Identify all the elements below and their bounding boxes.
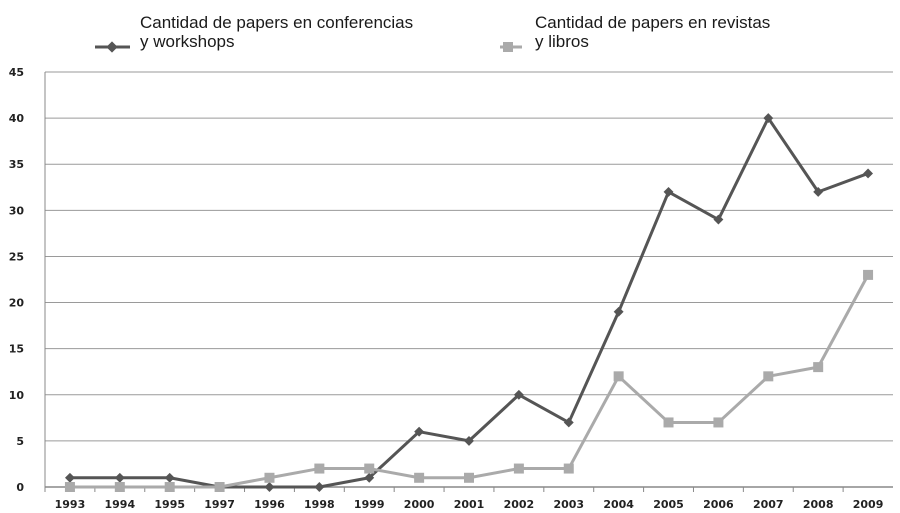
- data-point-series-1: [513, 463, 524, 474]
- data-point-series-1: [813, 362, 824, 373]
- data-point-series-0: [763, 113, 774, 124]
- x-tick-label: 2003: [553, 498, 584, 511]
- y-tick-label: 5: [16, 435, 24, 448]
- y-tick-label: 40: [9, 112, 25, 125]
- x-tick-label: 2002: [504, 498, 535, 511]
- y-tick-label: 25: [9, 250, 24, 263]
- data-point-series-0: [513, 389, 524, 400]
- data-point-series-1: [763, 371, 774, 382]
- x-tick-label: 2005: [653, 498, 684, 511]
- x-axis-tick-labels: 1993 1994 1995 1997 1996 1998 1999 2000 2001 2002…: [55, 498, 884, 511]
- data-point-series-0: [264, 482, 275, 492]
- x-tick-label: 2006: [703, 498, 734, 511]
- series-markers: [64, 113, 874, 492]
- x-tick-label: 1996: [254, 498, 285, 511]
- data-point-series-1: [114, 482, 125, 492]
- data-point-series-1: [563, 463, 574, 474]
- data-point-series-0: [364, 472, 375, 483]
- data-point-series-1: [863, 269, 874, 280]
- data-point-series-1: [264, 472, 275, 483]
- data-point-series-0: [464, 435, 474, 446]
- y-tick-label: 30: [9, 204, 25, 217]
- data-point-series-1: [713, 417, 724, 428]
- y-tick-label: 45: [9, 66, 24, 79]
- data-point-series-1: [314, 463, 325, 474]
- data-point-series-0: [64, 472, 75, 483]
- data-point-series-1: [164, 482, 175, 492]
- y-tick-label: 20: [9, 297, 25, 310]
- x-tick-label: 1998: [304, 498, 335, 511]
- legend-label-0-line-1: Cantidad de papers en conferencias: [140, 13, 413, 32]
- data-point-series-0: [813, 186, 824, 197]
- data-point-series-0: [414, 426, 425, 437]
- legend-marker-0: [106, 41, 118, 53]
- data-point-series-1: [464, 472, 474, 483]
- x-tick-label: 2000: [404, 498, 435, 511]
- series-line-1: [69, 274, 870, 489]
- data-point-series-1: [663, 417, 674, 428]
- legend-marker-1: [503, 42, 513, 52]
- x-tick-label: 1997: [204, 498, 235, 511]
- data-point-series-0: [613, 306, 624, 317]
- data-point-series-0: [114, 472, 125, 483]
- x-tick-label: 1994: [105, 498, 136, 511]
- y-tick-label: 10: [9, 389, 25, 402]
- y-tick-label: 0: [16, 481, 24, 494]
- x-tick-label: 2001: [454, 498, 485, 511]
- x-tick-label: 2007: [753, 498, 784, 511]
- data-point-series-1: [214, 482, 225, 492]
- x-tick-label: 1993: [55, 498, 86, 511]
- legend: Cantidad de papers en conferencias y wor…: [95, 13, 770, 53]
- data-point-series-0: [563, 417, 574, 428]
- legend-label-0-line-2: y workshops: [140, 32, 234, 51]
- data-point-series-0: [314, 482, 325, 492]
- data-point-series-1: [613, 371, 624, 382]
- x-tick-label: 1999: [354, 498, 385, 511]
- x-tick-label: 2008: [803, 498, 834, 511]
- gridlines: [44, 71, 893, 492]
- y-tick-label: 35: [9, 158, 24, 171]
- legend-label-1-line-1: Cantidad de papers en revistas: [535, 13, 770, 32]
- data-point-series-0: [713, 214, 724, 225]
- data-point-series-1: [64, 482, 75, 492]
- data-point-series-1: [364, 463, 375, 474]
- y-axis-tick-labels: 0 5 10 15 20 25 30 35 40 45: [9, 66, 25, 494]
- x-tick-label: 2009: [853, 498, 884, 511]
- data-point-series-0: [164, 472, 175, 483]
- data-point-series-1: [414, 472, 425, 483]
- x-tick-label: 1995: [154, 498, 185, 511]
- legend-label-1-line-2: y libros: [535, 32, 589, 51]
- x-tick-label: 2004: [603, 498, 634, 511]
- data-point-series-0: [863, 168, 874, 179]
- y-tick-label: 15: [9, 343, 24, 356]
- data-point-series-0: [663, 186, 674, 197]
